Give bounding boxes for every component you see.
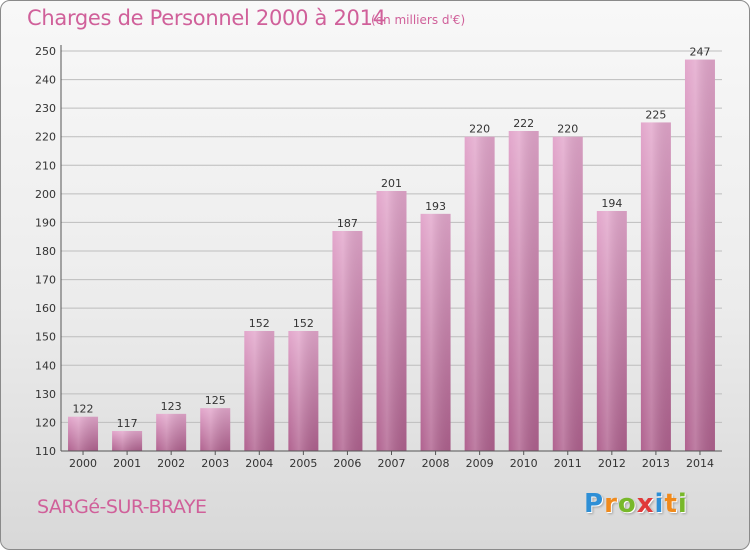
x-tick-label: 2003 — [201, 457, 229, 470]
bar-shine — [420, 213, 451, 451]
x-tick-label: 2011 — [554, 457, 582, 470]
x-tick-label: 2005 — [289, 457, 317, 470]
data-label: 125 — [205, 394, 226, 407]
x-tick-label: 2002 — [157, 457, 185, 470]
bar-shine — [640, 122, 671, 451]
x-tick-label: 2001 — [113, 457, 141, 470]
data-label: 193 — [425, 200, 446, 213]
y-tick-label: 180 — [35, 245, 56, 258]
data-label: 152 — [293, 317, 314, 330]
bars — [68, 59, 715, 451]
data-label: 123 — [161, 400, 182, 413]
y-axis-ticks: 110 120 130 140 150 160 170 180 190 200 210 220 230 2… — [35, 45, 56, 458]
y-tick-label: 120 — [35, 416, 56, 429]
commune-name: SARGé-SUR-BRAYE — [37, 496, 207, 518]
y-tick-label: 160 — [35, 302, 56, 315]
y-tick-label: 130 — [35, 388, 56, 401]
data-label: 152 — [249, 317, 270, 330]
data-label: 220 — [557, 123, 578, 136]
data-label: 247 — [689, 46, 710, 59]
bar-shine — [288, 331, 319, 451]
axes — [60, 45, 722, 452]
bar-shine — [552, 136, 583, 451]
y-tick-label: 140 — [35, 359, 56, 372]
data-label: 222 — [513, 117, 534, 130]
x-tick-label: 2008 — [422, 457, 450, 470]
x-tick-label: 2014 — [686, 457, 714, 470]
data-label: 220 — [469, 123, 490, 136]
proxiti-logo: Proxiti — [584, 489, 688, 519]
logo-letter: x — [636, 489, 655, 519]
bar-shine — [200, 408, 231, 451]
bar-shine — [684, 59, 715, 451]
bar-shine — [376, 191, 407, 451]
data-label: 201 — [381, 177, 402, 190]
bar-shine — [596, 211, 627, 451]
logo-letter: i — [654, 489, 665, 519]
x-tick-label: 2000 — [69, 457, 97, 470]
x-tick-label: 2013 — [642, 457, 670, 470]
logo-letter: P — [584, 489, 605, 519]
y-tick-label: 220 — [35, 131, 56, 144]
bar-shine — [244, 331, 275, 451]
bar-shine — [156, 413, 187, 451]
data-label: 117 — [117, 417, 138, 430]
y-tick-label: 190 — [35, 216, 56, 229]
logo-letter: r — [604, 489, 618, 519]
bar-shine — [68, 416, 99, 451]
chart-subtitle: (en milliers d'€) — [371, 13, 466, 27]
logo-letter: i — [677, 489, 688, 519]
data-label: 122 — [73, 403, 94, 416]
x-tick-label: 2006 — [333, 457, 361, 470]
y-tick-label: 230 — [35, 102, 56, 115]
bar-shine — [332, 231, 363, 451]
x-tick-label: 2004 — [245, 457, 273, 470]
bar-shine — [464, 136, 495, 451]
logo-letter: t — [664, 489, 678, 519]
y-tick-label: 110 — [35, 445, 56, 458]
y-tick-label: 200 — [35, 188, 56, 201]
x-tick-label: 2009 — [466, 457, 494, 470]
data-label: 194 — [601, 197, 622, 210]
y-tick-label: 240 — [35, 74, 56, 87]
logo-letter: o — [617, 489, 637, 519]
bar-shine — [508, 131, 539, 451]
x-tick-label: 2012 — [598, 457, 626, 470]
x-tick-label: 2010 — [510, 457, 538, 470]
data-labels: 122 117 123 125 152 152 187 201 193 220 222 220 194 2… — [73, 46, 711, 430]
y-tick-label: 250 — [35, 45, 56, 58]
chart-title: Charges de Personnel 2000 à 2014 — [27, 6, 386, 30]
bar-shine — [112, 431, 143, 451]
x-axis-ticks: 2000 2001 2002 2003 2004 2005 2006 2007 2008 2009… — [69, 451, 714, 470]
data-label: 187 — [337, 217, 358, 230]
data-label: 225 — [645, 108, 666, 121]
y-tick-label: 150 — [35, 331, 56, 344]
y-tick-label: 170 — [35, 274, 56, 287]
x-tick-label: 2007 — [378, 457, 406, 470]
y-tick-label: 210 — [35, 159, 56, 172]
